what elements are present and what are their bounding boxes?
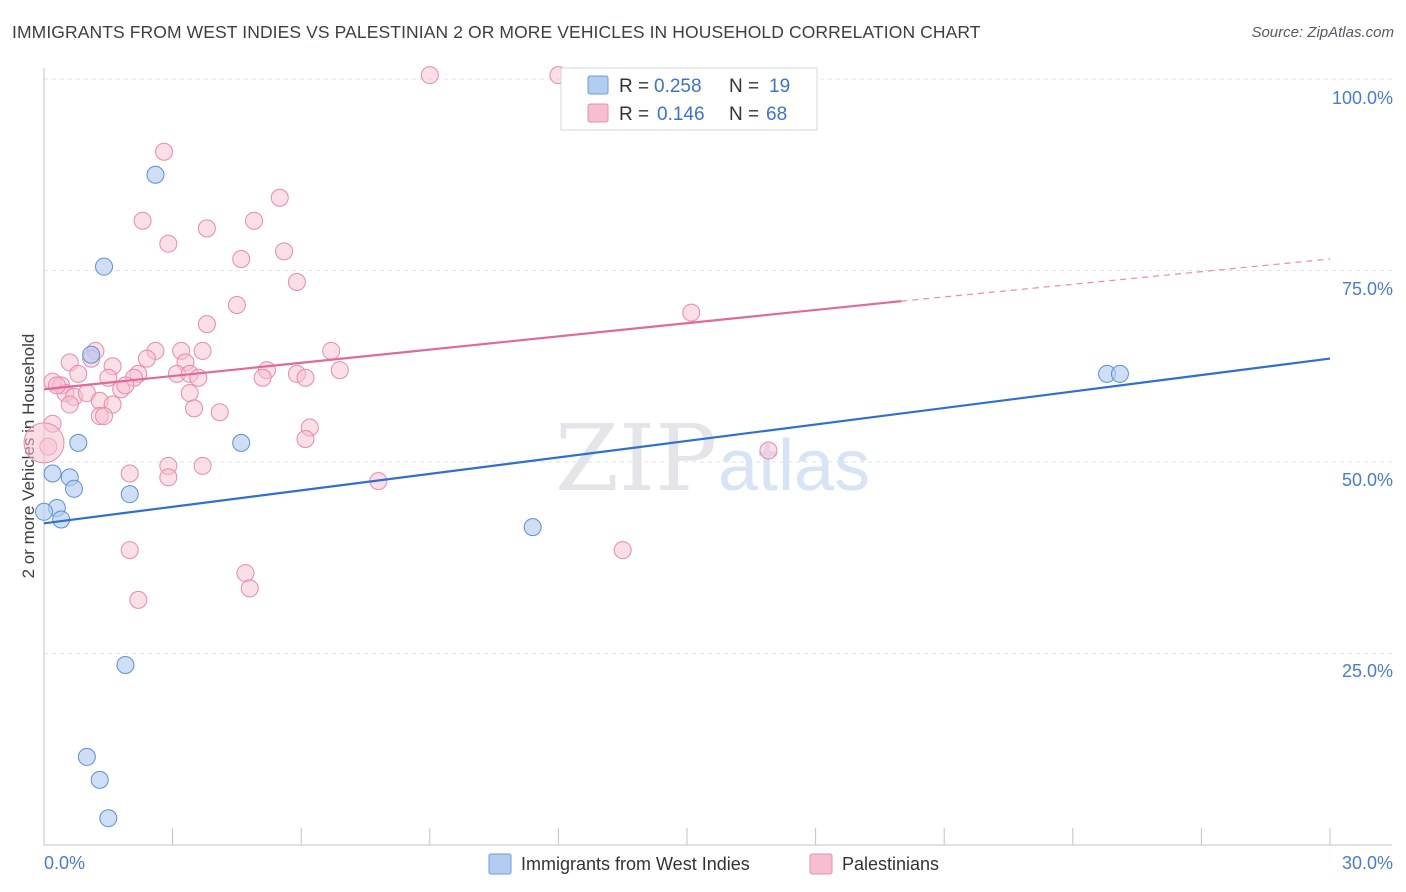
point-west-indies bbox=[120, 485, 139, 504]
watermark-zip: ZIP bbox=[555, 405, 717, 512]
point-palestinians bbox=[613, 541, 632, 560]
point-palestinians bbox=[159, 468, 178, 487]
point-west-indies bbox=[232, 433, 251, 452]
point-palestinians bbox=[232, 250, 251, 269]
x-tick-label-min: 0.0% bbox=[44, 853, 85, 873]
legend-n-label-1: N = bbox=[729, 76, 759, 97]
y-tick-label-75: 75.0% bbox=[1342, 279, 1393, 299]
point-west-indies bbox=[69, 433, 88, 452]
point-west-indies bbox=[90, 770, 109, 789]
point-palestinians bbox=[210, 403, 229, 422]
point-palestinians bbox=[759, 441, 778, 460]
legend-r-value-2: 0.146 bbox=[657, 104, 705, 125]
point-palestinians bbox=[296, 430, 315, 449]
legend-swatch-blue bbox=[587, 75, 609, 95]
point-west-indies bbox=[35, 502, 53, 521]
point-palestinians bbox=[330, 361, 349, 380]
point-palestinians bbox=[185, 399, 204, 418]
point-west-indies bbox=[1110, 364, 1129, 383]
legend-n-value-1: 19 bbox=[769, 76, 790, 97]
source-label: Source: ZipAtlas.com bbox=[1251, 24, 1394, 41]
point-west-indies bbox=[82, 345, 101, 364]
point-palestinians bbox=[253, 368, 272, 387]
legend-swatch-pink bbox=[587, 103, 609, 123]
point-palestinians bbox=[227, 295, 246, 314]
point-palestinians bbox=[193, 456, 212, 475]
point-palestinians bbox=[287, 272, 306, 291]
point-palestinians bbox=[275, 242, 294, 261]
x-ticks bbox=[43, 828, 1331, 845]
point-west-indies bbox=[116, 655, 135, 674]
point-palestinians bbox=[296, 368, 315, 387]
point-palestinians bbox=[69, 364, 88, 383]
trend-line-palestinians-extension bbox=[901, 258, 1331, 302]
series-west-indies bbox=[35, 165, 1129, 828]
point-west-indies bbox=[95, 257, 114, 276]
legend-r-label-1: R = bbox=[619, 76, 649, 97]
point-palestinians bbox=[155, 142, 174, 161]
point-palestinians bbox=[240, 579, 259, 598]
point-palestinians bbox=[193, 341, 212, 360]
point-west-indies bbox=[77, 747, 96, 766]
bottom-legend-label-palestinians: Palestinians bbox=[842, 854, 939, 874]
bottom-legend-label-west-indies: Immigrants from West Indies bbox=[521, 854, 750, 874]
bottom-legend-swatch-blue bbox=[488, 853, 512, 875]
point-palestinians bbox=[95, 407, 114, 426]
point-west-indies bbox=[43, 464, 62, 483]
point-palestinians bbox=[420, 66, 439, 85]
point-palestinians bbox=[682, 303, 701, 322]
point-palestinians bbox=[60, 395, 79, 414]
point-west-indies bbox=[99, 809, 118, 828]
legend-n-value-2: 68 bbox=[766, 104, 787, 125]
point-west-indies bbox=[146, 165, 165, 184]
point-palestinians bbox=[129, 590, 148, 609]
point-palestinians bbox=[23, 422, 65, 464]
bottom-legend-swatch-pink bbox=[809, 853, 833, 875]
correlation-legend: R = 0.258 N = 19 R = 0.146 N = 68 bbox=[560, 67, 818, 131]
point-palestinians bbox=[137, 349, 156, 368]
trend-line-west-indies bbox=[43, 357, 1331, 525]
legend-n-label-2: N = bbox=[729, 104, 759, 125]
trend-lines bbox=[43, 258, 1331, 525]
legend-r-label-2: R = bbox=[619, 104, 649, 125]
point-palestinians bbox=[245, 211, 264, 230]
point-west-indies bbox=[523, 518, 542, 537]
y-tick-label-50: 50.0% bbox=[1342, 470, 1393, 490]
point-palestinians bbox=[270, 188, 289, 207]
chart-title: IMMIGRANTS FROM WEST INDIES VS PALESTINI… bbox=[12, 22, 981, 42]
point-palestinians bbox=[322, 341, 341, 360]
trend-line-palestinians bbox=[43, 300, 902, 391]
point-palestinians bbox=[236, 564, 255, 583]
series-palestinians bbox=[23, 66, 778, 609]
y-tick-label-25: 25.0% bbox=[1342, 661, 1393, 681]
point-palestinians bbox=[133, 211, 152, 230]
point-palestinians bbox=[180, 384, 199, 403]
point-palestinians bbox=[197, 315, 216, 334]
watermark-atlas: atlas bbox=[718, 426, 870, 506]
point-palestinians bbox=[197, 219, 216, 238]
x-tick-label-max: 30.0% bbox=[1342, 853, 1393, 873]
point-palestinians bbox=[120, 464, 139, 483]
point-west-indies bbox=[65, 479, 84, 498]
series-legend: Immigrants from West Indies Palestinians bbox=[488, 853, 939, 875]
point-palestinians bbox=[47, 376, 66, 395]
point-palestinians bbox=[159, 234, 178, 253]
legend-r-value-1: 0.258 bbox=[654, 76, 702, 97]
point-palestinians bbox=[120, 541, 139, 560]
y-tick-label-100: 100.0% bbox=[1332, 88, 1393, 108]
